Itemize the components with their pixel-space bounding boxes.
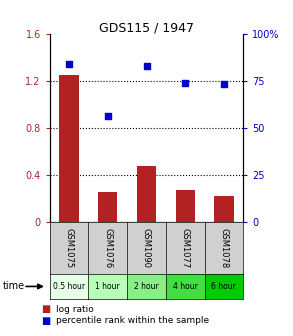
Text: GSM1078: GSM1078 (219, 228, 228, 268)
Text: log ratio: log ratio (56, 305, 93, 313)
Text: GSM1077: GSM1077 (181, 228, 190, 268)
Bar (98, 192, 117, 222)
Point (105, 114, 110, 119)
Text: 2 hour: 2 hour (134, 282, 159, 291)
Text: 1 hour: 1 hour (96, 282, 120, 291)
Point (222, 82, 226, 87)
Bar (176, 190, 195, 222)
Text: time: time (3, 282, 25, 291)
Text: ■: ■ (41, 304, 50, 314)
Text: GSM1090: GSM1090 (142, 228, 151, 268)
Text: GSM1075: GSM1075 (65, 228, 74, 268)
Text: ■: ■ (41, 316, 50, 326)
Bar (137, 167, 156, 222)
Point (183, 80, 188, 85)
Text: GSM1076: GSM1076 (103, 228, 112, 268)
Bar (59, 75, 79, 222)
Bar (214, 196, 234, 222)
Text: 6 hour: 6 hour (212, 282, 236, 291)
Text: percentile rank within the sample: percentile rank within the sample (56, 317, 209, 325)
Text: 4 hour: 4 hour (173, 282, 197, 291)
Point (67, 61, 71, 67)
Text: 0.5 hour: 0.5 hour (53, 282, 85, 291)
Text: GDS115 / 1947: GDS115 / 1947 (99, 22, 194, 35)
Point (144, 63, 149, 68)
